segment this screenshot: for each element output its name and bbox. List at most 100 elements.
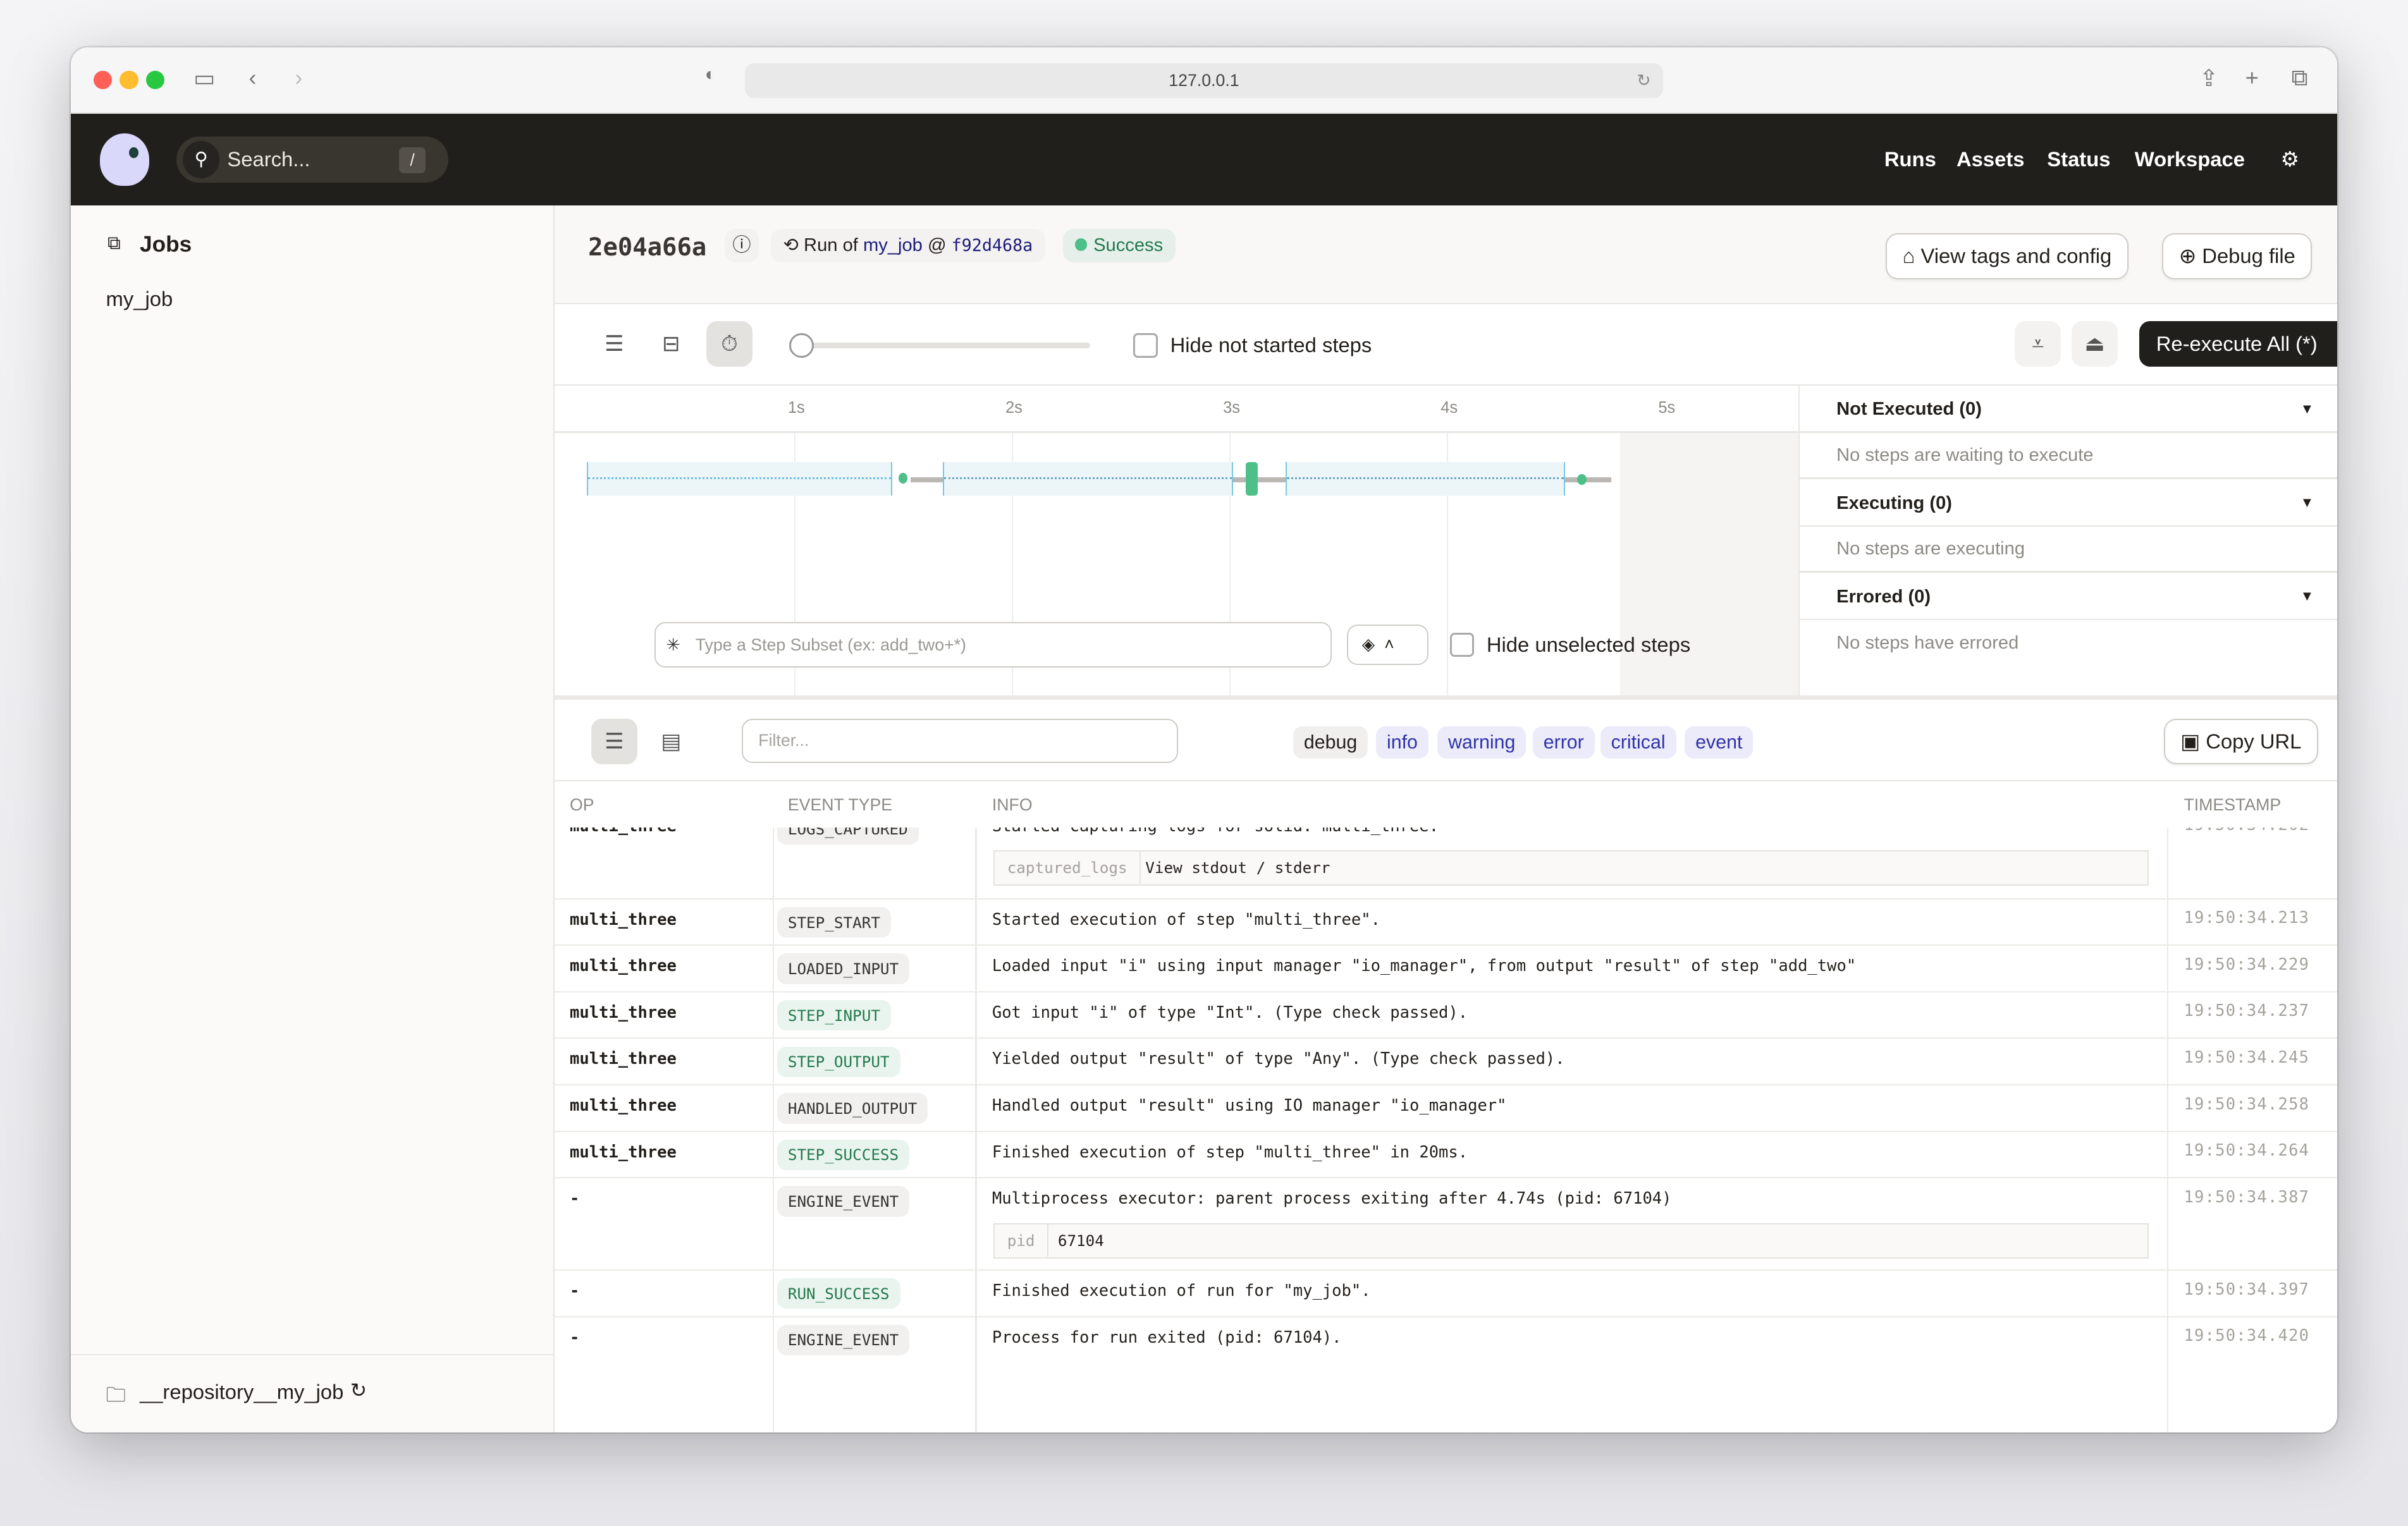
log-level-filter-critical[interactable]: critical [1600, 726, 1676, 759]
run-id: 2e04a66a [588, 233, 707, 262]
nav-assets[interactable]: Assets [1956, 147, 2025, 171]
metadata-value[interactable]: View stdout / stderr [1145, 858, 1330, 877]
close-window-button[interactable] [94, 70, 113, 89]
log-level-filter-warning[interactable]: warning [1437, 726, 1526, 759]
log-op[interactable]: multi_three [569, 956, 677, 976]
log-timestamp: 19:50:34.387 [2184, 1187, 2310, 1207]
hide-not-started-checkbox[interactable] [1133, 333, 1158, 358]
timer-view-icon[interactable]: ⏱ [706, 320, 752, 367]
share-icon[interactable]: ⇪ [2199, 64, 2219, 91]
snapshot-link[interactable]: f92d468a [951, 235, 1033, 255]
zoom-slider[interactable] [789, 333, 1091, 358]
address-bar[interactable]: 127.0.0.1 ↻ [744, 63, 1664, 99]
nav-workspace[interactable]: Workspace [2134, 147, 2245, 171]
log-info: Started capturing logs for solid: multi_… [992, 827, 1439, 836]
status-text: Success [1093, 235, 1164, 255]
nav-runs[interactable]: Runs [1884, 147, 1936, 171]
log-level-filter-error[interactable]: error [1532, 726, 1595, 759]
view-tags-button[interactable]: ⌂ View tags and config [1886, 233, 2128, 279]
dependency-line [911, 477, 1611, 482]
log-timestamp: 19:50:34.245 [2184, 1048, 2310, 1068]
history-icon: ⟲ [783, 235, 804, 255]
log-row: multi_three STEP_INPUT Got input "i" of ty… [554, 991, 2338, 1038]
log-timestamp: 19:50:34.264 [2184, 1141, 2310, 1161]
col-event-type: EVENT TYPE [787, 795, 893, 814]
log-level-filter-debug[interactable]: debug [1293, 726, 1368, 759]
log-filter-input[interactable]: Filter... [741, 718, 1178, 763]
log-level-filter-event[interactable]: event [1685, 726, 1754, 759]
log-op[interactable]: multi_three [569, 1049, 677, 1069]
search-shortcut: / [399, 147, 426, 174]
log-op[interactable]: - [569, 1281, 580, 1300]
hide-unselected-label[interactable]: Hide unselected steps [1486, 632, 1691, 656]
step-marker-multi-three[interactable] [1245, 461, 1258, 496]
run-end-marker [1577, 474, 1587, 485]
log-op[interactable]: multi_three [569, 1003, 677, 1022]
log-op[interactable]: multi_three [569, 910, 677, 929]
log-timestamp: 19:50:34.213 [2184, 908, 2310, 928]
step-subset-input[interactable]: ✳ Type a Step Subset (ex: add_two+*) [654, 621, 1332, 668]
log-op[interactable]: - [569, 1189, 580, 1209]
hide-not-started-label[interactable]: Hide not started steps [1170, 333, 1372, 357]
url-text: 127.0.0.1 [1169, 70, 1239, 90]
forward-icon[interactable]: › [295, 64, 303, 90]
timeline-tick-label: 3s [1223, 399, 1241, 417]
nav-status[interactable]: Status [2047, 147, 2111, 171]
panel-section-title[interactable]: Errored (0) [1836, 586, 1931, 607]
reload-icon[interactable]: ↻ [1637, 70, 1651, 90]
copy-url-button[interactable]: ▣ Copy URL [2163, 718, 2318, 765]
panel-section-title[interactable]: Executing (0) [1836, 492, 1953, 513]
log-table-body[interactable]: multi_three LOGS_CAPTURED Started capturin… [554, 827, 2338, 1432]
sidebar-toggle-icon[interactable]: ▭ [193, 64, 216, 91]
timeline-tick-label: 1s [787, 399, 805, 417]
log-table-header: OP EVENT TYPE INFO TIMESTAMP [555, 781, 2338, 827]
tabs-overview-icon[interactable]: ⧉ [2291, 64, 2308, 90]
jobs-icon: ⧉ [107, 233, 121, 254]
chevron-down-icon[interactable]: ▼ [2300, 400, 2314, 417]
log-info: Handled output "result" using IO manager… [992, 1096, 1507, 1116]
dagster-logo[interactable] [99, 133, 149, 186]
back-icon[interactable]: ‹ [249, 64, 257, 90]
maximize-window-button[interactable] [145, 70, 164, 89]
expand-all-icon[interactable]: ⩡ [2015, 320, 2061, 367]
settings-gear-icon[interactable]: ⚙ [2280, 147, 2299, 171]
log-op[interactable]: multi_three [569, 1142, 677, 1162]
flat-view-icon[interactable]: ☰ [605, 331, 624, 356]
log-op[interactable]: multi_three [570, 827, 677, 836]
slider-handle[interactable] [789, 333, 814, 358]
event-type-badge: STEP_START [777, 906, 891, 938]
panel-section-empty: No steps are executing [1836, 539, 2025, 559]
reexecute-all-button[interactable]: Re-execute All (*) [2139, 320, 2338, 367]
job-link[interactable]: my_job [863, 235, 923, 255]
sidebar-item-my-job[interactable]: my_job [106, 287, 173, 311]
log-row: multi_three LOADED_INPUT Loaded input "i" … [554, 944, 2338, 991]
log-op[interactable]: - [569, 1328, 580, 1347]
timeline-gridline [794, 432, 796, 696]
step-subset-options-button[interactable]: ◈ ˄ [1346, 625, 1428, 665]
chevron-down-icon[interactable]: ▼ [2300, 494, 2314, 510]
log-op[interactable]: multi_three [569, 1096, 677, 1116]
waterfall-view-icon[interactable]: ⊟ [662, 331, 680, 356]
minimize-window-button[interactable] [120, 70, 138, 89]
info-icon[interactable]: ⓘ [725, 228, 759, 263]
search-placeholder: Search... [227, 147, 310, 171]
gantt-chart: 1s 2s 3s 4s 5s ✳ Type a Step Subset (ex: add_… [554, 386, 1798, 696]
log-level-filter-info[interactable]: info [1376, 726, 1428, 759]
step-bar-multi-three[interactable] [1285, 461, 1565, 496]
search-input[interactable]: ⚲ Search... / [176, 137, 449, 183]
event-type-badge: ENGINE_EVENT [777, 1186, 910, 1217]
chevron-down-icon[interactable]: ▼ [2300, 588, 2314, 604]
step-bar-add-two[interactable] [943, 461, 1234, 496]
debug-file-button[interactable]: ⊕ Debug file [2162, 233, 2313, 279]
raw-logs-icon[interactable]: ▤ [661, 729, 682, 754]
panel-section-title[interactable]: Not Executed (0) [1836, 399, 1982, 420]
event-type-badge: STEP_OUTPUT [777, 1046, 900, 1078]
repository-name[interactable]: __repository__my_job [139, 1380, 344, 1404]
structured-logs-icon[interactable]: ☰ [591, 718, 637, 765]
step-bar-add-one[interactable] [586, 461, 892, 496]
hide-unselected-checkbox[interactable] [1449, 632, 1475, 657]
new-tab-icon[interactable]: + [2245, 64, 2259, 90]
collapse-all-icon[interactable]: ⏏ [2072, 320, 2118, 367]
panel-section-empty: No steps are waiting to execute [1836, 445, 2094, 466]
reload-repository-icon[interactable]: ↻ [350, 1378, 367, 1401]
